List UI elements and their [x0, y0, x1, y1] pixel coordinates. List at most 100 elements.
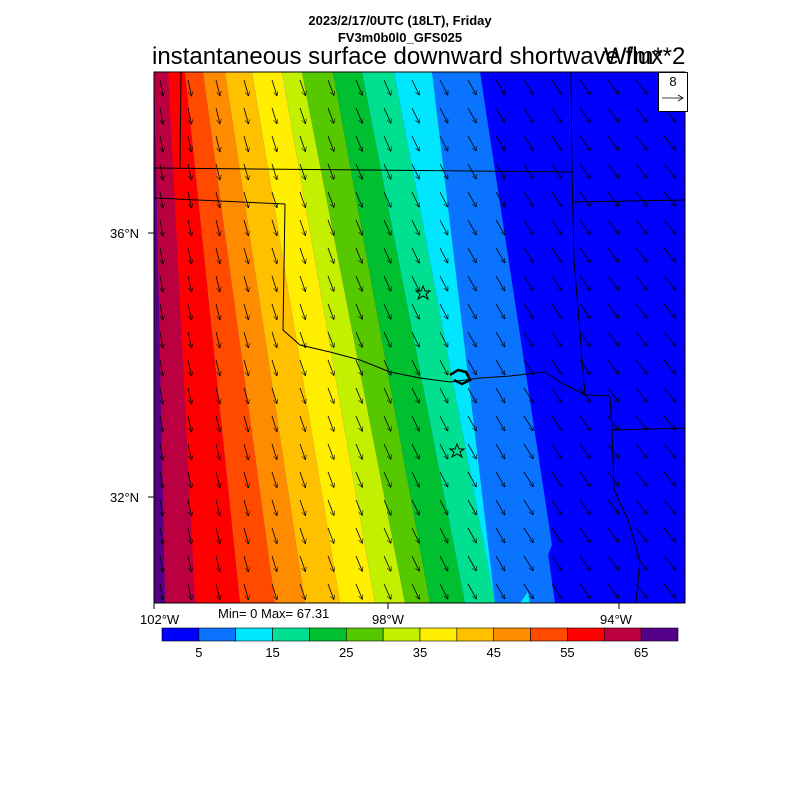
wind-vector: [215, 443, 220, 460]
wind-vector: [243, 499, 248, 516]
wind-vector: [467, 331, 476, 347]
wind-vector: [607, 331, 619, 346]
wind-vector: [523, 107, 533, 123]
wind-vector: [215, 583, 220, 600]
wind-vector: [411, 555, 419, 571]
wind-vector: [271, 163, 277, 180]
wind-vector: [523, 387, 533, 403]
wind-vector: [187, 527, 191, 544]
wind-vector: [439, 79, 448, 95]
wind-vector: [663, 331, 676, 346]
wind-vector: [663, 135, 676, 150]
wind-vector: [551, 303, 562, 319]
wind-vector: [579, 303, 590, 318]
wind-vector: [355, 359, 362, 375]
wind-vector: [663, 527, 676, 542]
wind-vector: [159, 303, 163, 320]
wind-vector: [187, 107, 191, 124]
map-frame: [153, 71, 686, 604]
wind-vector: [327, 275, 334, 291]
wind-vector: [467, 387, 476, 403]
wind-vector: [159, 331, 163, 348]
wind-vector: [159, 471, 163, 488]
wind-vector: [495, 359, 505, 375]
wind-vector: [355, 275, 362, 291]
wind-vector: [187, 387, 191, 404]
wind-vector: [271, 471, 277, 488]
wind-vector: [299, 555, 305, 571]
wind-vector: [159, 359, 163, 376]
wind-vector: [495, 555, 505, 571]
wind-vector: [383, 471, 391, 487]
wind-vector: [495, 247, 505, 263]
wind-vector: [411, 191, 419, 207]
reference-vector-value: 8: [669, 74, 677, 89]
wind-vector: [187, 247, 191, 264]
colorbar-swatch: [530, 627, 568, 642]
wind-vector: [187, 135, 191, 152]
wind-vector: [635, 191, 647, 206]
wind-vector: [243, 415, 248, 432]
wind-vector: [411, 79, 419, 95]
wind-vector: [327, 415, 334, 431]
wind-vector: [243, 471, 248, 488]
wind-vector: [383, 387, 391, 403]
wind-vector: [159, 107, 163, 124]
colorbar-label: 45: [486, 645, 501, 660]
wind-vector: [411, 247, 419, 263]
wind-vector: [663, 163, 676, 178]
wind-vector: [243, 555, 248, 572]
wind-vector: [663, 555, 676, 570]
wind-vector: [355, 107, 362, 123]
wind-vector: [411, 527, 419, 543]
wind-vector: [383, 583, 391, 599]
wind-vector: [159, 555, 163, 572]
wind-vector: [607, 163, 619, 178]
wind-vector: [495, 415, 505, 431]
wind-vector: [551, 247, 562, 263]
wind-vector: [299, 331, 305, 347]
flux-bands: [154, 72, 555, 603]
wind-vector: [635, 331, 647, 346]
wind-vector: [523, 163, 533, 179]
wind-vector: [187, 191, 191, 208]
wind-vector: [495, 107, 505, 123]
wind-vector: [551, 191, 562, 207]
wind-vector: [215, 527, 220, 544]
wind-vector: [243, 359, 248, 376]
wind-vector: [495, 163, 505, 179]
wind-vector: [243, 135, 248, 152]
wind-vector: [579, 247, 590, 262]
wind-vector: [159, 191, 163, 208]
wind-vector: [607, 471, 619, 486]
wind-vector: [635, 471, 647, 486]
reference-arrow-icon: [662, 94, 684, 102]
wind-vector: [159, 415, 163, 432]
wind-vector: [299, 135, 305, 151]
wind-vector: [579, 79, 590, 94]
wind-vector: [159, 79, 163, 96]
wind-vector: [411, 275, 419, 291]
wind-vector: [271, 191, 277, 208]
wind-vector: [299, 303, 305, 319]
lon-label-94w: 94°W: [600, 612, 632, 627]
wind-vector: [327, 135, 334, 151]
wind-vector: [327, 387, 334, 403]
wind-vector: [187, 583, 191, 600]
wind-vector: [663, 275, 676, 290]
wind-vector: [299, 499, 305, 515]
wind-vector: [663, 415, 676, 430]
wind-vector: [467, 275, 476, 291]
wind-vector: [187, 471, 191, 488]
wind-vector: [663, 443, 676, 458]
min-max-label: Min= 0 Max= 67.31: [218, 606, 330, 621]
wind-vector: [579, 471, 590, 486]
wind-vector: [467, 107, 476, 123]
wind-vector: [299, 583, 305, 599]
wind-vector: [439, 555, 448, 571]
wind-vector: [439, 219, 448, 235]
wind-vector: [495, 387, 505, 403]
wind-vector: [467, 555, 476, 571]
wind-vector: [327, 303, 334, 319]
wind-vector: [635, 219, 647, 234]
